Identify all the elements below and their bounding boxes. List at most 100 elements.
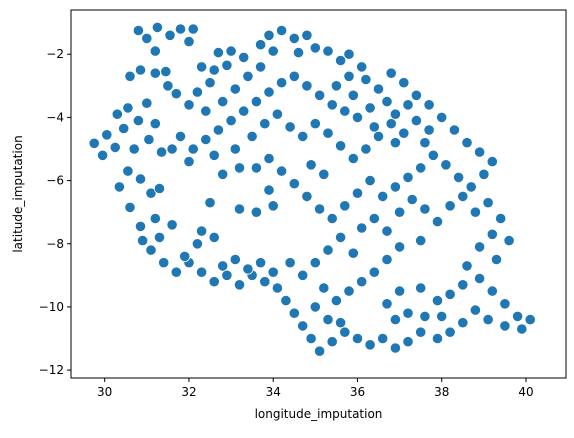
data-point	[347, 89, 359, 101]
data-point	[419, 137, 431, 149]
data-point	[149, 67, 161, 79]
data-point	[242, 70, 254, 82]
data-point	[427, 149, 439, 161]
data-point	[457, 317, 469, 329]
data-point	[255, 39, 267, 51]
data-point	[149, 45, 161, 57]
data-point	[183, 156, 195, 168]
data-point	[284, 121, 296, 133]
data-point	[124, 201, 136, 213]
data-point	[326, 212, 338, 225]
data-point	[151, 21, 163, 34]
data-point	[457, 190, 469, 202]
data-point	[309, 118, 321, 130]
data-point	[473, 146, 486, 158]
data-point	[204, 77, 216, 89]
data-point	[229, 253, 241, 266]
data-point	[444, 288, 456, 300]
data-point	[381, 298, 393, 310]
data-point	[212, 124, 224, 136]
data-point	[372, 83, 385, 95]
data-point	[309, 42, 321, 54]
data-point	[465, 181, 477, 193]
points-layer	[88, 21, 536, 357]
data-point	[196, 61, 208, 73]
data-point	[389, 342, 401, 354]
data-point	[448, 124, 460, 136]
data-point	[221, 269, 233, 281]
data-point	[360, 73, 372, 86]
data-point	[339, 326, 351, 338]
data-point	[351, 187, 364, 199]
data-point	[490, 253, 503, 266]
data-point	[288, 307, 300, 319]
data-point	[187, 143, 199, 155]
data-point	[381, 96, 393, 108]
data-point	[229, 83, 241, 95]
data-point	[305, 332, 317, 345]
data-point	[191, 86, 203, 98]
data-point	[97, 149, 109, 161]
data-point	[309, 257, 321, 269]
data-point	[153, 231, 166, 243]
data-point	[339, 200, 351, 212]
data-point	[225, 115, 237, 127]
data-point	[208, 149, 220, 161]
data-point	[461, 137, 473, 149]
data-point	[461, 260, 473, 272]
data-point	[478, 168, 490, 180]
data-point	[486, 156, 498, 168]
data-point	[158, 257, 170, 269]
data-point	[389, 181, 401, 193]
data-point	[372, 130, 385, 142]
data-point	[196, 225, 208, 237]
data-point	[326, 99, 338, 111]
data-point	[495, 212, 507, 225]
data-point	[511, 310, 524, 322]
data-point	[393, 285, 406, 297]
data-point	[208, 231, 220, 243]
data-point	[393, 241, 406, 253]
data-point	[212, 46, 224, 59]
data-point	[143, 133, 155, 146]
data-point	[499, 320, 511, 332]
plot-frame	[70, 9, 567, 379]
data-point	[162, 80, 174, 92]
data-point	[200, 133, 212, 146]
data-point	[111, 108, 123, 120]
data-point	[436, 111, 448, 124]
data-point	[263, 86, 275, 98]
data-point	[334, 317, 347, 329]
data-point	[145, 187, 157, 199]
data-point	[166, 219, 178, 231]
x-tick-label: 34	[266, 385, 281, 399]
data-point	[259, 276, 271, 288]
data-point	[183, 99, 195, 111]
data-point	[288, 178, 300, 190]
data-point	[452, 171, 465, 183]
data-point	[351, 111, 364, 124]
data-point	[431, 332, 444, 345]
data-point	[436, 310, 448, 322]
data-point	[377, 190, 389, 202]
data-point	[141, 97, 153, 109]
data-point	[183, 35, 195, 48]
data-point	[330, 80, 342, 92]
data-point	[313, 89, 326, 101]
data-point	[322, 313, 334, 326]
data-point	[149, 212, 161, 225]
data-point	[288, 70, 300, 82]
data-point	[419, 203, 431, 215]
data-point	[343, 285, 355, 297]
data-point	[250, 206, 262, 218]
data-point	[132, 115, 144, 127]
data-point	[343, 48, 355, 60]
x-tick-label: 38	[434, 385, 449, 399]
data-point	[423, 124, 435, 136]
data-point	[164, 29, 176, 41]
data-point	[326, 336, 338, 348]
data-point	[179, 250, 191, 262]
data-point	[259, 118, 271, 130]
data-point	[385, 118, 397, 130]
